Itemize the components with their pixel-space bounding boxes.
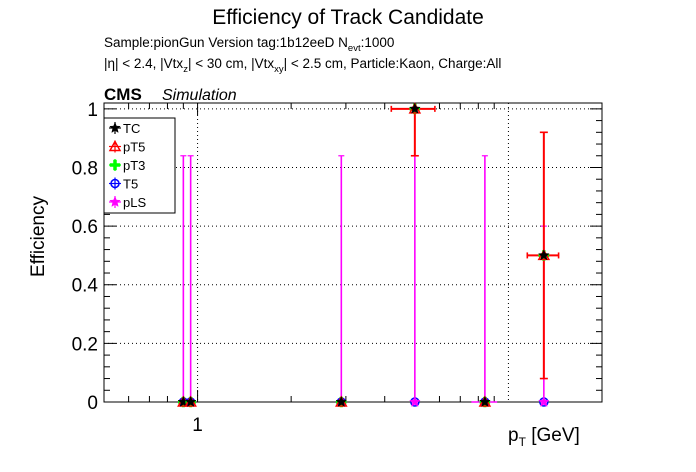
legend-entry-t5: T5 — [109, 177, 138, 192]
legend-label: TC — [123, 121, 140, 136]
legend-entry-pt3: pT3 — [109, 158, 145, 173]
legend-marker — [110, 178, 120, 189]
point-marker-tc — [537, 249, 550, 261]
point-marker-tc — [479, 395, 491, 407]
subtitle-2-text: |η| < 2.4, |Vtx — [104, 56, 183, 71]
legend-marker — [108, 139, 122, 152]
subtitle-1-tail: :1000 — [361, 35, 395, 50]
subtitle-2-text: | < 30 cm, |Vtx — [188, 56, 274, 71]
y-tick-label: 1 — [87, 100, 98, 121]
legend-label: pLS — [123, 195, 146, 210]
subtitle-2-text: | < 2.5 cm, Particle:Kaon, Charge:All — [284, 56, 502, 71]
subtitle-2-subscript: xy — [274, 64, 284, 75]
x-axis-label-main: p — [508, 425, 519, 446]
legend-label: pT3 — [123, 158, 145, 173]
legend-entry-pls: pLS — [109, 195, 146, 210]
legend-marker — [109, 195, 121, 207]
subtitle-1-main: Sample:pionGun Version tag:1b12eeD N — [104, 35, 348, 50]
legend-marker — [109, 159, 121, 171]
point-marker-pls — [537, 395, 550, 407]
legend-entry-pt5: pT5 — [108, 139, 145, 155]
x-axis-label: pT [GeV] — [508, 425, 580, 449]
subtitle-2-subscript: z — [183, 64, 188, 75]
legend: TC pT5 pT3 T5 pLS — [103, 117, 176, 214]
data-marks — [177, 102, 560, 408]
plot-frame — [103, 102, 603, 403]
chart-subtitle-1: Sample:pionGun Version tag:1b12eeD Nevt:… — [104, 35, 394, 54]
y-tick-label: 0.2 — [72, 334, 98, 355]
legend-label: pT5 — [123, 140, 145, 155]
legend-label: T5 — [123, 177, 138, 192]
chart-title: Efficiency of Track Candidate — [212, 6, 484, 29]
legend-entry-tc: TC — [109, 121, 140, 136]
y-tick-label: 0.4 — [72, 276, 99, 297]
y-tick-label: 0 — [87, 393, 98, 414]
point-marker-tc — [335, 395, 348, 407]
subtitle-1-sub: evt — [348, 43, 361, 54]
point-marker-tc — [184, 395, 197, 407]
point-marker-tc — [408, 102, 421, 114]
plot-area: 0 0.2 0.4 0.6 0.8 1 1 — [72, 100, 603, 436]
point-marker-pls — [408, 395, 421, 407]
legend-marker — [109, 121, 121, 133]
x-axis-label-unit: [GeV] — [526, 425, 580, 446]
x-tick-label: 1 — [192, 415, 203, 436]
y-axis-label: Efficiency — [28, 196, 49, 277]
y-tick-label: 0.8 — [72, 158, 98, 179]
x-axis-label-sub: T — [519, 435, 527, 449]
cms-sublabel: Simulation — [162, 87, 237, 104]
cms-label: CMS — [104, 85, 142, 104]
y-tick-label: 0.6 — [72, 217, 98, 238]
chart-subtitle-2: |η| < 2.4, |Vtxz| < 30 cm, |Vtxxy| < 2.5… — [104, 56, 501, 75]
